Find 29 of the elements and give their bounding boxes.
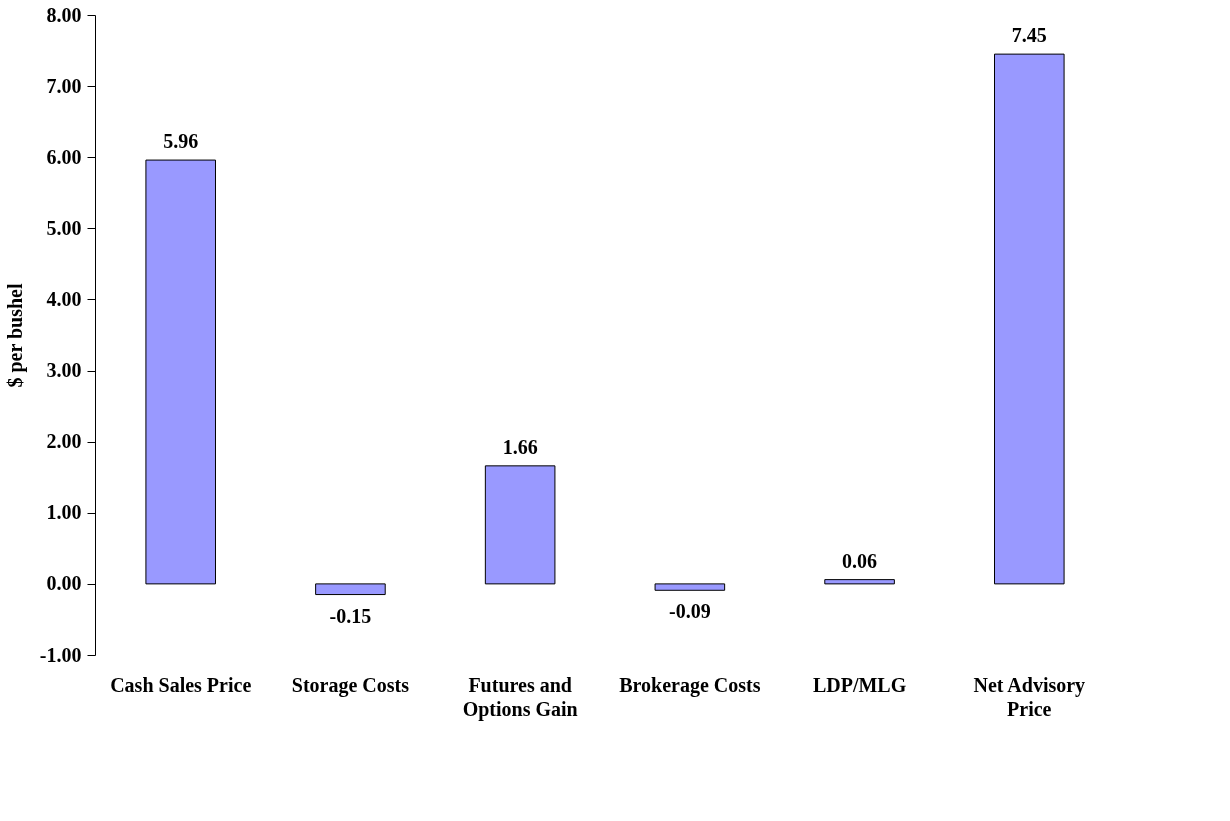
y-tick-label: 6.00	[46, 145, 82, 168]
y-tick-label: 4.00	[46, 287, 82, 310]
bar	[315, 583, 386, 596]
data-label: -0.15	[329, 604, 372, 627]
bar	[824, 579, 895, 585]
x-tick-label: Net Advisory Price	[973, 673, 1086, 720]
y-tick-label: -1.00	[39, 643, 82, 666]
bar	[484, 465, 556, 585]
data-label: -0.09	[669, 600, 711, 623]
x-tick-label: Brokerage Costs	[619, 673, 761, 697]
x-tick-label: Storage Costs	[291, 673, 410, 697]
data-label: 0.06	[842, 549, 878, 572]
bar	[145, 159, 216, 585]
y-axis-title: $ per bushel	[3, 283, 27, 388]
data-label: 1.66	[502, 435, 538, 458]
y-tick-label: 1.00	[46, 501, 82, 524]
y-tick-label: 8.00	[46, 3, 82, 26]
data-label: 5.96	[163, 130, 199, 153]
y-tick-label: 2.00	[46, 430, 82, 453]
x-tick-label: Cash Sales Price	[110, 673, 252, 696]
data-label: 7.45	[1011, 24, 1047, 47]
bar	[654, 583, 726, 591]
y-tick-label: 7.00	[46, 74, 82, 97]
y-tick-label: 3.00	[46, 359, 82, 382]
bar	[994, 53, 1065, 585]
x-tick-label: LDP/MLG	[812, 673, 907, 696]
x-tick-label: Futures and Options Gain	[462, 673, 578, 721]
y-tick-label: 0.00	[46, 572, 82, 595]
y-tick-label: 5.00	[46, 216, 82, 239]
